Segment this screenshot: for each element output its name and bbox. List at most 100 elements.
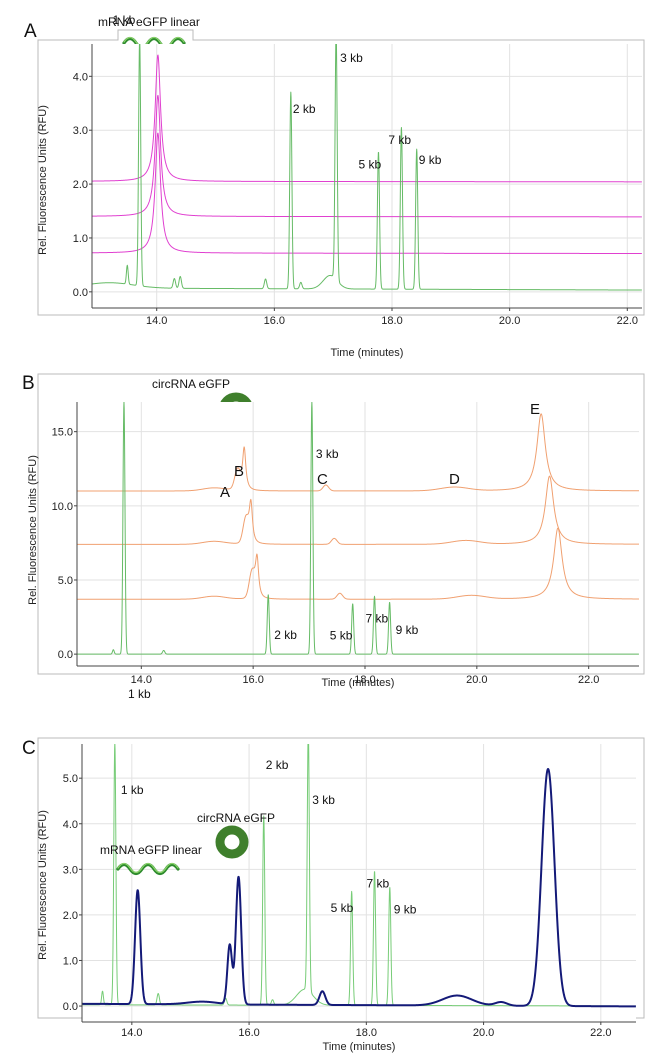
sample-trace-line — [92, 132, 642, 254]
panel-c-circrna-label: circRNA eGFP — [197, 811, 275, 825]
panel-c-y-axis-label: Rel. Fluorescence Units (RFU) — [37, 810, 49, 960]
ladder-peak-label: 7 kb — [367, 877, 390, 891]
panel-c-peak-labels: 1 kb 2 kb 3 kb 5 kb 7 kb 9 kb — [121, 758, 417, 917]
y-tick-label: 10.0 — [52, 501, 73, 513]
panel-c-axes: 14.0 16.0 18.0 20.0 22.0 0.0 1.0 2.0 3.0 4.0 5.0 — [63, 744, 636, 1039]
panel-a-plot-area — [92, 44, 642, 308]
ladder-peak-label: 1 kb — [121, 783, 144, 797]
panel-b-x-axis-label: Time (minutes) — [322, 677, 395, 689]
panel-a: A mRNA eGFP linear 14.0 16.0 18.0 20.0 22.0 0… — [24, 13, 645, 359]
panel-b-y-axis-label: Rel. Fluorescence Units (RFU) — [27, 455, 39, 605]
ladder-peak-label: 1 kb — [113, 13, 136, 27]
ladder-peak-label: 2 kb — [274, 628, 297, 642]
linear-rna-wave-icon — [116, 862, 180, 876]
panel-a-peak-labels: 1 kb 2 kb 3 kb 5 kb 7 kb 9 kb — [113, 13, 442, 171]
linear-rna-wave-icon — [122, 36, 186, 50]
panel-a-frame — [37, 29, 645, 316]
sample-trace-line — [82, 768, 636, 1008]
panel-b-circrna-label: circRNA eGFP — [152, 377, 230, 391]
y-tick-label: 1.0 — [73, 233, 88, 245]
panel-a-y-axis-label: Rel. Fluorescence Units (RFU) — [37, 105, 49, 255]
ladder-peak-label: 9 kb — [394, 903, 417, 917]
sample-trace-line — [77, 475, 639, 545]
x-tick-label: 14.0 — [146, 315, 167, 327]
panel-c-mrna-label: mRNA eGFP linear — [100, 843, 202, 857]
panel-c-plot: 14.0 16.0 18.0 20.0 22.0 0.0 1.0 2.0 3.0 4.0 5.0 1… — [63, 744, 636, 1039]
y-tick-label: 2.0 — [63, 910, 78, 922]
sample-trace-line — [77, 527, 639, 600]
x-tick-label: 22.0 — [590, 1027, 611, 1039]
panel-b-peak-labels: 1 kb 2 kb 3 kb 5 kb 7 kb 9 kb — [128, 447, 419, 701]
ladder-peak-label: 3 kb — [340, 51, 363, 65]
ladder-peak-label: 9 kb — [419, 153, 442, 167]
y-tick-label: 4.0 — [63, 819, 78, 831]
sample-trace-line — [77, 413, 639, 492]
peak-letter-c: C — [317, 471, 328, 488]
x-tick-label: 20.0 — [473, 1027, 494, 1039]
ladder-peak-label: 7 kb — [365, 611, 388, 625]
panel-c-letter: C — [22, 738, 36, 759]
panel-b-axes: 14.0 16.0 18.0 20.0 22.0 0.0 5.0 10.0 15.0 — [52, 402, 639, 686]
panel-b-traces — [77, 402, 639, 655]
y-tick-label: 4.0 — [73, 71, 88, 83]
ladder-peak-label: 5 kb — [358, 157, 381, 171]
panel-b-frame — [37, 373, 645, 675]
panel-b: B circRNA eGFP impurities 14.016.018.020… — [22, 373, 645, 701]
panel-b-plot-area — [77, 402, 639, 666]
sample-trace-line — [92, 94, 642, 218]
peak-letter-e: E — [530, 401, 540, 418]
x-tick-label: 22.0 — [617, 315, 638, 327]
ladder-peak-label: 9 kb — [396, 623, 419, 637]
y-tick-label: 0.0 — [73, 287, 88, 299]
ladder-peak-label: 7 kb — [388, 133, 411, 147]
y-tick-label: 0.0 — [63, 1001, 78, 1013]
peak-letter-b: B — [234, 463, 244, 480]
panel-b-letter: B — [22, 373, 35, 394]
panel-a-traces — [92, 44, 642, 291]
x-tick-label: 14.0 — [121, 1027, 142, 1039]
panel-a-letter: A — [24, 21, 37, 42]
panel-a-mrna-label: mRNA eGFP linear — [98, 15, 200, 29]
y-tick-label: 3.0 — [63, 864, 78, 876]
y-tick-label: 5.0 — [58, 575, 73, 587]
ladder-peak-label: 5 kb — [330, 629, 353, 643]
sample-trace-line — [92, 54, 642, 183]
panel-a-x-axis-label: Time (minutes) — [331, 347, 404, 359]
ladder-peak-label: 3 kb — [312, 793, 335, 807]
x-tick-label: 16.0 — [242, 674, 263, 686]
x-tick-label: 18.0 — [356, 1027, 377, 1039]
x-tick-label: 18.0 — [354, 674, 375, 686]
ladder-peak-label: 2 kb — [266, 758, 289, 772]
circular-rna-ring-icon — [215, 825, 249, 859]
x-tick-label: 22.0 — [578, 674, 599, 686]
y-tick-label: 3.0 — [73, 125, 88, 137]
ladder-peak-label: 3 kb — [316, 447, 339, 461]
ladder-peak-label: 1 kb — [128, 687, 151, 701]
x-tick-label: 16.0 — [238, 1027, 259, 1039]
panel-c: C 14.0 16.0 18.0 20.0 22.0 0.0 1.0 2.0 3.0 4.0 5.0… — [22, 737, 645, 1053]
x-tick-label: 20.0 — [499, 315, 520, 327]
panel-c-traces — [82, 744, 636, 1008]
panel-a-plot: 14.0 16.0 18.0 20.0 22.0 0.0 1.0 2.0 3.0 4.0 1 kb… — [73, 13, 642, 327]
y-tick-label: 1.0 — [63, 955, 78, 967]
x-tick-label: 14.0 — [131, 674, 152, 686]
panel-c-plot-area — [82, 744, 636, 1022]
panel-b-plot: 14.0 16.0 18.0 20.0 22.0 0.0 5.0 10.0 15.0 1 kb 2… — [52, 402, 639, 701]
y-tick-label: 0.0 — [58, 649, 73, 661]
peak-letter-a: A — [220, 484, 230, 501]
ladder-peak-label: 2 kb — [293, 102, 316, 116]
peak-letter-d: D — [449, 471, 460, 488]
y-tick-label: 2.0 — [73, 179, 88, 191]
x-tick-label: 18.0 — [381, 315, 402, 327]
x-tick-label: 16.0 — [264, 315, 285, 327]
panel-a-grid — [92, 44, 642, 308]
y-tick-label: 15.0 — [52, 427, 73, 439]
ladder-peak-label: 5 kb — [331, 901, 354, 915]
panel-c-x-axis-label: Time (minutes) — [323, 1041, 396, 1053]
ladder-trace-line — [92, 44, 642, 291]
y-tick-label: 5.0 — [63, 773, 78, 785]
panel-a-axes: 14.0 16.0 18.0 20.0 22.0 0.0 1.0 2.0 3.0 4.0 — [73, 44, 642, 327]
ladder-trace-line — [77, 402, 639, 655]
x-tick-label: 20.0 — [466, 674, 487, 686]
